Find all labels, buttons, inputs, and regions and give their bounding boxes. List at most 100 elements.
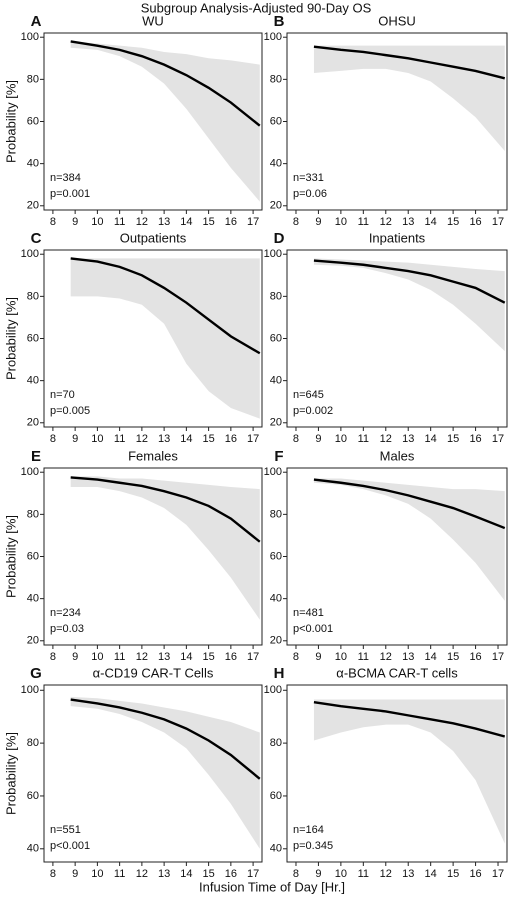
panel-title: Inpatients <box>369 230 426 245</box>
panel-letter: D <box>274 230 285 247</box>
x-tick-label: 13 <box>402 216 414 228</box>
panel-letter: B <box>274 13 285 30</box>
x-tick-label: 13 <box>402 433 414 445</box>
x-tick-label: 11 <box>358 433 369 445</box>
x-tick-label: 17 <box>492 433 504 445</box>
x-tick-label: 14 <box>425 868 437 880</box>
y-tick-label: 60 <box>270 332 282 344</box>
trend-line <box>313 259 506 304</box>
y-tick-label: 80 <box>27 290 39 302</box>
x-tick-label: 13 <box>402 651 414 663</box>
trend-line <box>70 257 261 355</box>
annotation: n=164 <box>293 824 324 836</box>
y-tick-label: 60 <box>270 790 282 802</box>
panel-letter: H <box>274 665 285 682</box>
y-axis-label: Probability [%] <box>3 515 18 598</box>
x-tick-label: 16 <box>225 651 237 663</box>
x-tick-label: 13 <box>402 868 414 880</box>
panel-letter: C <box>31 230 42 247</box>
x-tick-label: 15 <box>447 868 459 880</box>
x-tick-label: 14 <box>180 868 192 880</box>
x-tick-label: 10 <box>91 216 103 228</box>
x-tick-label: 12 <box>136 651 148 663</box>
x-tick-label: 11 <box>114 868 125 880</box>
x-tick-label: 12 <box>380 868 392 880</box>
x-tick-label: 17 <box>492 216 504 228</box>
confidence-band <box>70 41 260 202</box>
y-tick-label: 80 <box>27 73 39 85</box>
y-tick-label: 60 <box>27 790 39 802</box>
annotation: n=331 <box>293 172 324 184</box>
annotation: n=384 <box>50 172 81 184</box>
y-axis-label: Probability [%] <box>3 80 18 163</box>
x-tick-label: 12 <box>380 216 392 228</box>
annotation: n=70 <box>50 389 75 401</box>
x-tick-label: 17 <box>247 216 259 228</box>
y-tick-label: 40 <box>27 593 39 605</box>
x-tick-label: 14 <box>425 651 437 663</box>
confidence-band <box>70 258 260 419</box>
y-tick-label: 20 <box>270 200 282 212</box>
y-tick-label: 40 <box>27 843 39 855</box>
x-tick-label: 13 <box>158 868 170 880</box>
x-tick-label: 10 <box>335 651 347 663</box>
x-tick-label: 17 <box>492 651 504 663</box>
annotation: p=0.03 <box>50 623 84 635</box>
y-tick-label: 60 <box>27 550 39 562</box>
confidence-band <box>70 696 260 849</box>
x-tick-label: 11 <box>114 433 125 445</box>
annotation: n=234 <box>50 607 81 619</box>
y-tick-label: 40 <box>27 158 39 170</box>
figure-title: Subgroup Analysis-Adjusted 90-Day OS <box>141 0 372 15</box>
y-tick-label: 100 <box>21 31 39 43</box>
x-tick-label: 12 <box>380 651 392 663</box>
panel-title: Outpatients <box>120 230 187 245</box>
y-tick-label: 20 <box>27 417 39 429</box>
x-tick-label: 8 <box>293 433 299 445</box>
x-tick-label: 14 <box>180 216 192 228</box>
y-tick-label: 40 <box>270 843 282 855</box>
x-tick-label: 11 <box>114 216 125 228</box>
annotation: p=0.345 <box>293 840 333 852</box>
annotation: p<0.001 <box>50 840 90 852</box>
panel-title: Males <box>380 448 415 463</box>
x-tick-label: 17 <box>247 868 259 880</box>
annotation: p=0.06 <box>293 188 327 200</box>
confidence-band <box>313 45 505 152</box>
plot-border <box>286 684 508 863</box>
y-tick-label: 100 <box>21 248 39 260</box>
x-tick-label: 8 <box>50 868 56 880</box>
y-axis-label: Probability [%] <box>3 297 18 380</box>
y-tick-label: 20 <box>270 417 282 429</box>
plot-border <box>43 684 263 863</box>
trend-line <box>70 476 261 543</box>
x-tick-label: 17 <box>247 433 259 445</box>
y-tick-label: 60 <box>270 115 282 127</box>
x-tick-label: 9 <box>315 216 321 228</box>
y-tick-label: 100 <box>21 684 39 696</box>
x-tick-label: 10 <box>91 651 103 663</box>
x-tick-label: 15 <box>447 433 459 445</box>
x-tick-label: 9 <box>72 651 78 663</box>
x-tick-label: 9 <box>72 868 78 880</box>
annotation: p<0.001 <box>293 623 333 635</box>
x-tick-label: 13 <box>158 216 170 228</box>
x-tick-label: 14 <box>425 216 437 228</box>
x-tick-label: 16 <box>225 433 237 445</box>
trend-line <box>70 698 261 780</box>
y-tick-label: 20 <box>27 200 39 212</box>
y-axis-label: Probability [%] <box>3 732 18 815</box>
y-tick-label: 100 <box>264 31 282 43</box>
x-tick-label: 11 <box>114 651 125 663</box>
x-tick-label: 8 <box>50 651 56 663</box>
x-tick-label: 8 <box>293 868 299 880</box>
x-tick-label: 9 <box>315 651 321 663</box>
y-tick-label: 60 <box>270 550 282 562</box>
x-tick-label: 9 <box>315 868 321 880</box>
x-tick-label: 15 <box>202 868 214 880</box>
x-tick-label: 8 <box>50 433 56 445</box>
panel-letter: E <box>31 448 41 465</box>
y-tick-label: 80 <box>270 737 282 749</box>
x-tick-label: 15 <box>202 216 214 228</box>
